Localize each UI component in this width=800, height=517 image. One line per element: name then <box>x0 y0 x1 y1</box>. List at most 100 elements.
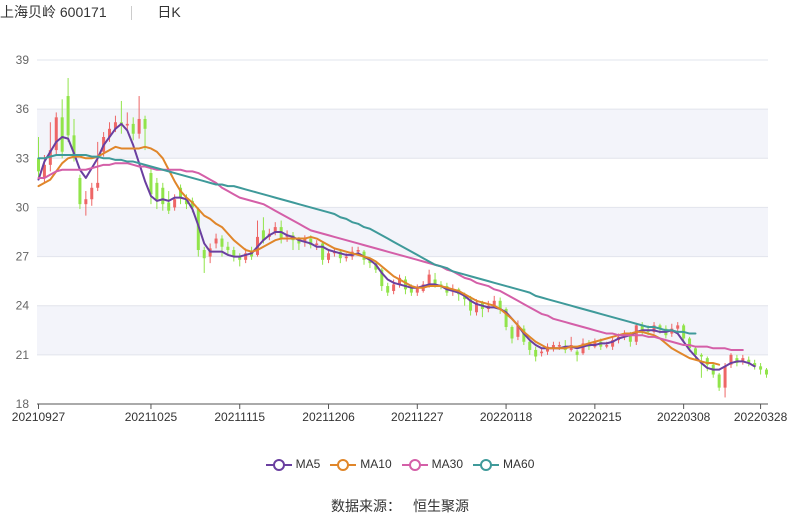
candle-body <box>238 256 242 260</box>
y-tick-label: 39 <box>16 53 30 67</box>
candle-body <box>84 199 88 205</box>
legend-item-ma5[interactable]: MA5 <box>265 457 321 472</box>
candle-body <box>37 158 40 172</box>
y-tick-label: 24 <box>16 299 30 313</box>
candle-body <box>244 253 248 260</box>
candle-body <box>155 182 159 200</box>
candle-body <box>297 240 301 244</box>
x-tick-label: 20210927 <box>12 410 66 424</box>
candle-body <box>338 251 342 259</box>
candle-body <box>42 164 46 178</box>
legend-marker-icon <box>401 458 428 471</box>
candle-body <box>108 128 112 137</box>
candle-body <box>368 259 372 264</box>
candle-body <box>759 366 763 370</box>
candle-body <box>190 200 194 208</box>
candle-body <box>315 243 319 246</box>
legend-label: MA30 <box>431 457 464 471</box>
legend-item-ma60[interactable]: MA60 <box>473 457 534 472</box>
candle-body <box>640 325 644 331</box>
candle-body <box>433 279 437 285</box>
candle-body <box>273 227 277 232</box>
legend-marker-icon <box>330 458 357 471</box>
candle-body <box>605 345 609 347</box>
grid-band <box>37 207 768 257</box>
x-tick-label: 20220118 <box>480 410 533 424</box>
candle-body <box>398 277 402 285</box>
x-tick-label: 20211115 <box>214 410 265 424</box>
x-tick-label: 20220328 <box>734 410 788 424</box>
source-provider: 恒生聚源 <box>413 498 469 514</box>
candle-body <box>415 287 419 293</box>
legend-item-ma30[interactable]: MA30 <box>401 457 464 472</box>
candle-body <box>492 300 496 306</box>
candle-body <box>634 325 638 342</box>
candle-body <box>427 274 431 285</box>
candle-body <box>125 123 129 126</box>
candle-body <box>66 96 70 136</box>
candle-body <box>729 354 733 365</box>
candle-body <box>575 351 579 355</box>
header-divider <box>130 6 132 21</box>
candle-body <box>303 238 307 242</box>
legend-marker-icon <box>265 458 292 471</box>
candle-body <box>510 327 514 339</box>
legend-label: MA5 <box>295 457 321 471</box>
candle-body <box>747 359 751 364</box>
candle-body <box>137 118 141 134</box>
candle-body <box>581 343 585 354</box>
candle-body <box>60 117 64 152</box>
candle-body <box>504 308 508 328</box>
stock-name: 上海贝岭 600171 <box>0 4 107 20</box>
candle-body <box>143 118 147 129</box>
candle-body <box>753 363 757 367</box>
grid-band <box>37 109 768 159</box>
candle-body <box>167 202 171 211</box>
grid-band <box>37 305 768 355</box>
chart-header: 上海贝岭 600171 日K <box>0 2 181 22</box>
x-tick-label: 20220308 <box>657 410 711 424</box>
candle-body <box>327 253 331 260</box>
series-ma30-line <box>37 162 744 351</box>
data-source: 数据来源： 恒生聚源 <box>0 496 800 516</box>
legend-item-ma10[interactable]: MA10 <box>330 457 392 472</box>
period-label[interactable]: 日K <box>157 4 181 20</box>
candle-body <box>628 333 632 342</box>
y-tick-label: 30 <box>16 200 30 214</box>
series-ma10-line <box>37 145 721 366</box>
legend-marker-icon <box>473 458 500 471</box>
candle-body <box>232 250 236 257</box>
candle-body <box>611 340 615 347</box>
candle-body <box>54 117 58 151</box>
candle-body <box>528 341 532 350</box>
candle-body <box>149 173 153 195</box>
candle-body <box>309 238 313 246</box>
candle-body <box>131 123 135 134</box>
candle-body <box>214 238 218 244</box>
candle-body <box>474 302 478 313</box>
candle-body <box>90 187 94 200</box>
x-tick-label: 20220215 <box>568 410 622 424</box>
candle-body <box>717 374 721 388</box>
candle-body <box>356 250 360 252</box>
candle-body <box>96 182 100 188</box>
legend-label: MA60 <box>503 457 535 471</box>
candle-body <box>173 199 177 208</box>
candle-body <box>676 325 680 329</box>
candle-body <box>652 325 656 332</box>
kline-chart[interactable]: 18 21 24 27 30 33 36 39 20210927 20211025 20211115… <box>0 0 800 450</box>
x-tick-label: 20211227 <box>391 410 444 424</box>
candle-body <box>723 366 727 388</box>
candle-body <box>463 295 467 300</box>
candle-body <box>741 358 745 362</box>
candle-body <box>202 250 206 259</box>
candle-body <box>344 256 348 259</box>
y-tick-label: 33 <box>16 151 30 165</box>
candle-body <box>551 345 555 349</box>
candle-body <box>658 325 662 329</box>
candle-body <box>688 338 692 349</box>
candle-body <box>386 286 390 293</box>
candle-body <box>557 345 561 347</box>
x-tick-label: 20211025 <box>125 410 178 424</box>
candle-body <box>693 348 697 355</box>
